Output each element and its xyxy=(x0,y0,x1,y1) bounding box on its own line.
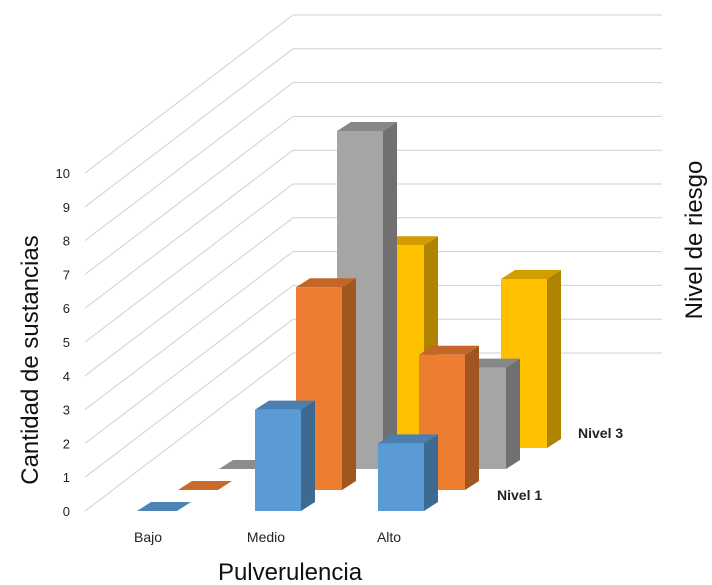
bar xyxy=(255,400,315,511)
series-labels: Nivel 1 Nivel 3 xyxy=(497,425,623,503)
y-tick-label: 1 xyxy=(63,470,70,485)
bar-side xyxy=(383,122,397,469)
x-tick-label: Bajo xyxy=(134,529,162,545)
bar-top xyxy=(296,278,356,288)
gridline-side xyxy=(84,149,294,309)
bar xyxy=(296,278,356,490)
bar-front xyxy=(255,409,301,511)
bar-top xyxy=(378,434,438,444)
gridline-side xyxy=(84,48,294,208)
gridline-side xyxy=(84,318,294,478)
gridline-side xyxy=(84,217,294,377)
y-tick-label: 0 xyxy=(63,504,70,519)
gridline-side xyxy=(84,285,294,444)
gridline-side xyxy=(84,183,294,343)
bar xyxy=(178,481,232,490)
bar-top xyxy=(419,345,479,355)
bar-top xyxy=(255,400,315,410)
bar-zero-top xyxy=(137,502,191,511)
gridline-side xyxy=(84,82,294,241)
x-tick-label: Alto xyxy=(377,529,401,545)
y-tick-label: 8 xyxy=(63,234,70,249)
z-axis-title: Nivel de riesgo xyxy=(681,161,708,320)
bar-side xyxy=(301,400,315,511)
series-label: Nivel 1 xyxy=(497,487,542,503)
gridline-side xyxy=(84,116,294,275)
bars xyxy=(137,122,561,511)
y-tick-label: 2 xyxy=(63,436,70,451)
bar xyxy=(378,434,438,511)
y-tick-label: 10 xyxy=(56,166,70,181)
bar-side xyxy=(506,358,520,469)
bar-side xyxy=(547,270,561,448)
bar-top xyxy=(337,122,397,131)
gridline-side xyxy=(84,251,294,410)
series-label: Nivel 3 xyxy=(578,425,623,441)
y-tick-label: 7 xyxy=(63,267,70,282)
gridline-side xyxy=(84,352,294,512)
y-tick-label: 4 xyxy=(63,369,70,384)
bar-front xyxy=(378,443,424,511)
y-tick-label: 5 xyxy=(63,335,70,350)
bar-side xyxy=(342,278,356,490)
y-axis-title: Cantidad de sustancias xyxy=(17,235,44,485)
x-tick-label: Medio xyxy=(247,529,285,545)
bar-zero-top xyxy=(178,481,232,490)
x-axis-title: Pulverulencia xyxy=(218,559,363,585)
y-tick-label: 3 xyxy=(63,403,70,418)
gridline-side xyxy=(84,14,294,174)
bar xyxy=(137,502,191,511)
bar-side xyxy=(424,434,438,511)
category-labels: Bajo Medio Alto xyxy=(134,529,401,545)
y-axis-ticks: 0 1 2 3 4 5 6 7 8 9 10 xyxy=(56,166,70,519)
bar-top xyxy=(501,270,561,279)
y-tick-label: 6 xyxy=(63,301,70,316)
bar-side xyxy=(465,345,479,490)
y-tick-label: 9 xyxy=(63,200,70,215)
